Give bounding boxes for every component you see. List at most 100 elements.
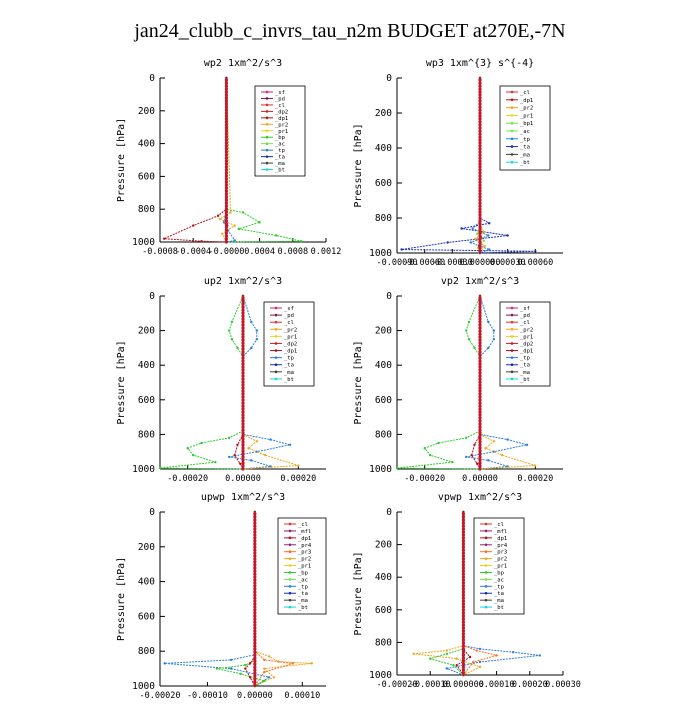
legend-label: _ta (275, 155, 285, 161)
series-point-cl (241, 353, 245, 357)
series-point-cl (478, 249, 482, 253)
series-point-pr2 (483, 244, 486, 248)
series-point-cl (253, 656, 257, 660)
series-point-pr3 (291, 662, 294, 665)
series-line-tp (229, 295, 291, 470)
legend-marker (265, 142, 269, 145)
series-point-dp1 (239, 462, 242, 466)
series-line-tp (466, 295, 528, 470)
x-tick-label: 0.00000 (237, 691, 273, 700)
series-point-bp (423, 447, 426, 450)
series-point-tp (506, 438, 509, 441)
series-point-pr2 (272, 676, 276, 679)
series-point-cl (461, 521, 465, 525)
series-point-cl (478, 464, 482, 468)
series-point-cl (253, 626, 257, 630)
series-point-cl (224, 201, 228, 205)
series-line-pr2 (254, 512, 312, 687)
series-point-cl (253, 542, 257, 546)
legend-marker (484, 543, 488, 547)
legend: _sf_pd_cl_pr2_pr1_dp2 _dp1_tp_ta_ma_bt (499, 301, 551, 387)
series-point-bp (445, 652, 448, 656)
series-point-cl (478, 144, 482, 148)
series-point-cl (224, 183, 228, 187)
series-point-cl (478, 440, 482, 444)
series-point-cl (478, 365, 482, 369)
series-point-cl (253, 548, 257, 552)
legend-label: _pr2 (520, 106, 533, 112)
series-point-bp (451, 460, 454, 464)
legend-marker (510, 349, 514, 352)
series-point-cl (478, 311, 482, 315)
series-point-pr2 (297, 464, 300, 467)
series-point-cl (478, 449, 482, 453)
series-point-cl (253, 578, 257, 582)
series-point-cl (253, 665, 257, 669)
series-point-cl (478, 467, 482, 471)
legend-label: _sf (275, 90, 285, 96)
series-point-cl (224, 222, 228, 226)
series-point-bp (239, 672, 242, 676)
x-tick-label: -0.00010 (187, 691, 228, 700)
series-point-dp1 (248, 662, 252, 665)
y-axis-label: Pressure [hPa] (116, 340, 127, 424)
y-tick-label: 1000 (369, 670, 392, 681)
series-point-cl (241, 437, 245, 441)
series-point-cl (478, 108, 482, 112)
series-point-bp (227, 436, 231, 440)
series-point-cl (461, 665, 465, 669)
legend-marker (484, 529, 488, 533)
series-point-cl (478, 296, 482, 300)
legend-label: _cl (275, 103, 285, 109)
series-point-ta (446, 241, 449, 244)
legend-marker (510, 356, 514, 359)
legend-label: _pr1 (298, 564, 311, 570)
series-point-cl (478, 126, 482, 130)
series-point-cl (461, 575, 465, 579)
series-point-cl (478, 299, 482, 303)
series-point-cl (461, 653, 465, 657)
series-point-cl (478, 431, 482, 435)
series-point-cl (241, 395, 245, 399)
y-tick-label: 200 (375, 108, 392, 119)
legend-marker (265, 129, 269, 133)
series-point-cl (461, 518, 465, 522)
chart-panel-6: vpwp 1xm^2/s^3 Pressure [hPa] 0 200 400 600 80… (353, 492, 581, 690)
y-axis-label: Pressure [hPa] (353, 340, 364, 424)
y-axis-label: Pressure [hPa] (116, 118, 127, 202)
series-point-cl (241, 344, 245, 348)
series-point-cl (461, 566, 465, 570)
series-point-bp (473, 346, 476, 350)
series-point-tp (478, 660, 482, 664)
chart-panel-5: upwp 1xm^2/s^3 Pressure [hPa] 0 200 400 600 80… (116, 492, 327, 701)
y-tick-label: 600 (375, 178, 392, 189)
series-point-cl (478, 323, 482, 327)
x-tick-label: -0.0008 (142, 247, 178, 257)
series-point-cl (478, 213, 482, 217)
series-point-cl (241, 458, 245, 462)
series-point-cl (461, 668, 465, 672)
series-point-cl (478, 434, 482, 438)
series-point-cl (478, 443, 482, 447)
series-line-bp (396, 295, 481, 470)
legend-label: _cl (494, 522, 504, 528)
series-point-cl (478, 129, 482, 133)
series-point-cl (461, 569, 465, 573)
series-point-cl (478, 81, 482, 85)
legend-marker (288, 605, 292, 609)
series-point-cl (241, 359, 245, 363)
series-point-cl (224, 180, 228, 184)
legend-marker (484, 550, 488, 553)
series-point-tp (269, 438, 272, 441)
series-point-cl (224, 159, 228, 163)
y-tick-label: 600 (138, 611, 155, 622)
series-point-cl (478, 305, 482, 309)
series-point-cl (478, 102, 482, 106)
legend-marker (274, 335, 278, 338)
series-point-cl (224, 96, 228, 100)
y-tick-label: 400 (138, 577, 155, 588)
series-point-cl (478, 120, 482, 124)
series-point-cl (224, 177, 228, 181)
legend-label: _tp (275, 148, 285, 154)
series-point-cl (224, 129, 228, 133)
